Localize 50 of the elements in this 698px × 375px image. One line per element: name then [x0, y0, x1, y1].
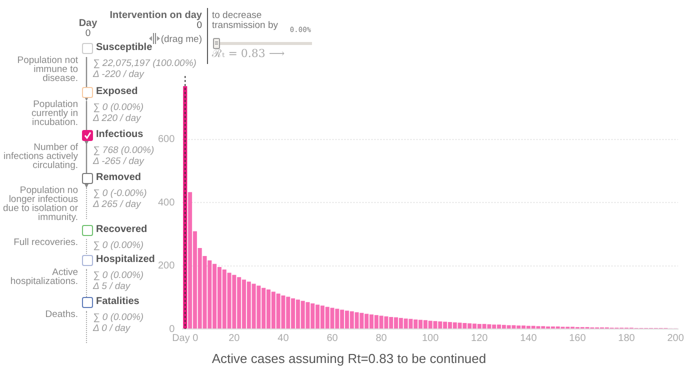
text: ∑ 768 (0.00%)	[93, 145, 154, 156]
text: Population not immune to disease.	[16, 55, 78, 84]
text: ℛₜ = 0.83 ⟶	[212, 47, 285, 60]
text: ∑ 0 (0.00%)	[93, 270, 144, 281]
text: Infectious	[96, 129, 144, 140]
text: Exposed	[96, 86, 138, 97]
x-tick-label: 160	[569, 332, 586, 344]
text: Active hospitalizations.	[9, 267, 78, 287]
x-tick-label: 120	[471, 332, 488, 344]
text: Δ -265 / day	[93, 156, 144, 167]
text: Recovered	[96, 224, 148, 235]
text: Δ -220 / day	[93, 69, 144, 80]
text: ∑ 0 (0.00%)	[93, 240, 144, 251]
x-tick-label: 180	[618, 332, 636, 344]
text: Full recoveries.	[12, 237, 78, 248]
text: Δ 220 / day	[93, 113, 141, 124]
text: Hospitalized	[96, 254, 155, 265]
text: ∑ 0 (-0.00%)	[93, 188, 147, 199]
x-tick-label: 60	[326, 332, 338, 344]
text: Removed	[96, 172, 142, 183]
text: Active cases assuming Rt=0.83 to be continued	[210, 351, 488, 366]
x-tick-label: 40	[278, 332, 290, 344]
text: 0	[85, 28, 91, 39]
text: Intervention on day	[110, 10, 202, 21]
y-tick-label: 0	[169, 324, 176, 335]
x-tick-label: 200	[667, 332, 684, 344]
text: Δ 0 / day	[93, 323, 130, 334]
x-tick-label: Day 0	[172, 332, 199, 344]
text: Population currently in incubation.	[30, 99, 78, 128]
x-tick-label: 140	[520, 332, 538, 344]
text: ∑ 0 (0.00%)	[93, 312, 144, 323]
text: Deaths.	[44, 309, 78, 320]
text: 0	[196, 20, 202, 31]
text: to decrease transmission by	[212, 10, 278, 31]
y-tick-label: 600	[158, 134, 176, 145]
text: Δ 5 / day	[93, 281, 130, 292]
text: Susceptible	[96, 42, 152, 53]
text: ∑ 22,075,197 (100.00%)	[93, 58, 196, 69]
text: Number of infections actively circulating.	[2, 142, 78, 171]
text: Fatalities	[96, 296, 140, 307]
x-tick-label: 80	[376, 332, 388, 344]
x-tick-label: 100	[422, 332, 440, 344]
x-tick-label: 20	[228, 332, 240, 344]
y-tick-label: 400	[158, 197, 176, 208]
y-tick-label: 200	[158, 260, 176, 272]
text: Δ 265 / day	[93, 199, 141, 210]
text: Day	[78, 18, 98, 29]
text: Population no longer infectious due to isolation or immunity.	[2, 185, 78, 223]
text: (drag me)	[160, 34, 202, 45]
text: ∑ 0 (0.00%)	[93, 102, 144, 113]
